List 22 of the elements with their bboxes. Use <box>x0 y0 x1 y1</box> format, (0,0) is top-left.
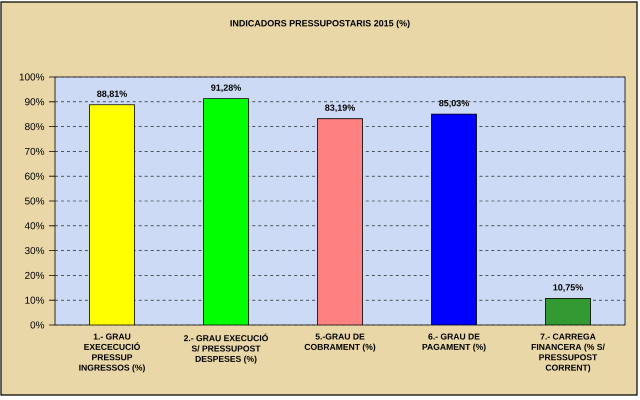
y-tick-label: 60% <box>25 172 44 180</box>
x-tick-label: 2.- GRAU EXECUCIÓ S/ PRESSUPOST DESPESES (%) <box>184 334 268 364</box>
y-tick-label: 80% <box>24 123 44 130</box>
y-tick-label: 100% <box>20 73 44 81</box>
y-tick-label: 50% <box>24 197 44 205</box>
y-tick-label: 20% <box>25 272 44 279</box>
y-tick-label: 40% <box>24 222 44 230</box>
data-label: 91,28% <box>211 84 241 92</box>
data-label: 88,81% <box>97 90 127 98</box>
x-tick-label: 1.- GRAU EXECECUCIÓ PRESSUP INGRESSOS (%) <box>79 334 145 372</box>
y-tick-label: 70% <box>25 148 44 155</box>
y-tick-label: 90% <box>25 98 44 106</box>
y-tick-label: 0% <box>30 321 44 329</box>
y-tick-label: 30% <box>24 247 44 254</box>
chart-title: INDICADORS PRESSUPOSTARIS 2015 (%) <box>230 20 410 28</box>
data-label: 83,19% <box>325 104 355 112</box>
data-label: 85,03% <box>439 100 469 108</box>
x-tick-label: 7.- CARREGA FINANCERA (% S/ PRESSUPOST CORRENT) <box>532 334 605 372</box>
data-label: 10,75% <box>553 284 583 292</box>
x-tick-label: 6.- GRAU DE PAGAMENT (%) <box>422 334 486 352</box>
y-tick-label: 10% <box>25 296 44 304</box>
x-tick-label: 5.-GRAU DE COBRAMENT (%) <box>304 334 376 352</box>
